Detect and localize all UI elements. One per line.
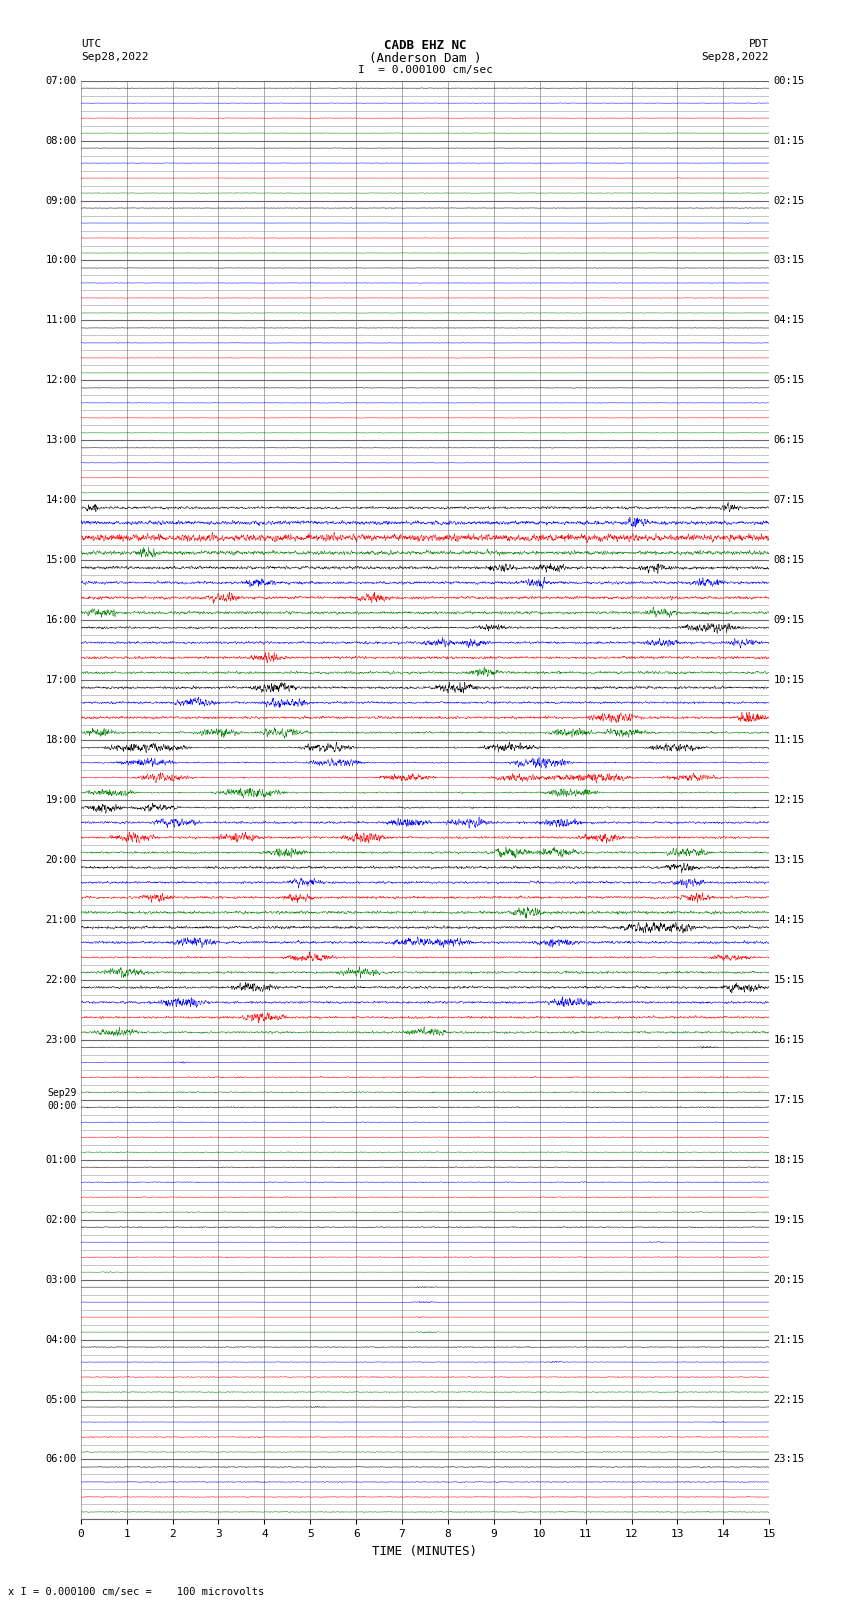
Text: 03:15: 03:15 (774, 255, 805, 266)
Text: 22:15: 22:15 (774, 1395, 805, 1405)
Text: 13:00: 13:00 (45, 436, 76, 445)
Text: 09:00: 09:00 (45, 195, 76, 205)
Text: 23:00: 23:00 (45, 1036, 76, 1045)
Text: 10:15: 10:15 (774, 676, 805, 686)
Text: 13:15: 13:15 (774, 855, 805, 865)
Text: 21:00: 21:00 (45, 915, 76, 924)
Text: 18:15: 18:15 (774, 1155, 805, 1165)
Text: 01:00: 01:00 (45, 1155, 76, 1165)
Text: (Anderson Dam ): (Anderson Dam ) (369, 52, 481, 65)
Text: 07:00: 07:00 (45, 76, 76, 85)
Text: 14:00: 14:00 (45, 495, 76, 505)
Text: 04:15: 04:15 (774, 316, 805, 326)
Text: 12:00: 12:00 (45, 376, 76, 386)
Text: 05:15: 05:15 (774, 376, 805, 386)
Text: 22:00: 22:00 (45, 974, 76, 986)
Text: 20:00: 20:00 (45, 855, 76, 865)
Text: 09:15: 09:15 (774, 615, 805, 626)
Text: Sep28,2022: Sep28,2022 (702, 52, 769, 61)
Text: 17:15: 17:15 (774, 1095, 805, 1105)
Text: 19:15: 19:15 (774, 1215, 805, 1224)
Text: 10:00: 10:00 (45, 255, 76, 266)
Text: 06:00: 06:00 (45, 1455, 76, 1465)
Text: 08:15: 08:15 (774, 555, 805, 565)
Text: UTC: UTC (81, 39, 101, 48)
Text: 00:15: 00:15 (774, 76, 805, 85)
Text: PDT: PDT (749, 39, 769, 48)
Text: I  = 0.000100 cm/sec: I = 0.000100 cm/sec (358, 65, 492, 74)
Text: 16:15: 16:15 (774, 1036, 805, 1045)
Text: CADB EHZ NC: CADB EHZ NC (383, 39, 467, 52)
Text: 19:00: 19:00 (45, 795, 76, 805)
Text: 15:15: 15:15 (774, 974, 805, 986)
Text: 02:00: 02:00 (45, 1215, 76, 1224)
Text: 14:15: 14:15 (774, 915, 805, 924)
Text: 16:00: 16:00 (45, 615, 76, 626)
Text: 06:15: 06:15 (774, 436, 805, 445)
Text: 17:00: 17:00 (45, 676, 76, 686)
X-axis label: TIME (MINUTES): TIME (MINUTES) (372, 1545, 478, 1558)
Text: 15:00: 15:00 (45, 555, 76, 565)
Text: 11:00: 11:00 (45, 316, 76, 326)
Text: 08:00: 08:00 (45, 135, 76, 145)
Text: 12:15: 12:15 (774, 795, 805, 805)
Text: 11:15: 11:15 (774, 736, 805, 745)
Text: 00:00: 00:00 (47, 1102, 76, 1111)
Text: 07:15: 07:15 (774, 495, 805, 505)
Text: 18:00: 18:00 (45, 736, 76, 745)
Text: Sep28,2022: Sep28,2022 (81, 52, 148, 61)
Text: 03:00: 03:00 (45, 1274, 76, 1284)
Text: 23:15: 23:15 (774, 1455, 805, 1465)
Text: 02:15: 02:15 (774, 195, 805, 205)
Text: Sep29: Sep29 (47, 1089, 76, 1098)
Text: 21:15: 21:15 (774, 1334, 805, 1345)
Text: 20:15: 20:15 (774, 1274, 805, 1284)
Text: 01:15: 01:15 (774, 135, 805, 145)
Text: x I = 0.000100 cm/sec =    100 microvolts: x I = 0.000100 cm/sec = 100 microvolts (8, 1587, 264, 1597)
Text: 05:00: 05:00 (45, 1395, 76, 1405)
Text: 04:00: 04:00 (45, 1334, 76, 1345)
